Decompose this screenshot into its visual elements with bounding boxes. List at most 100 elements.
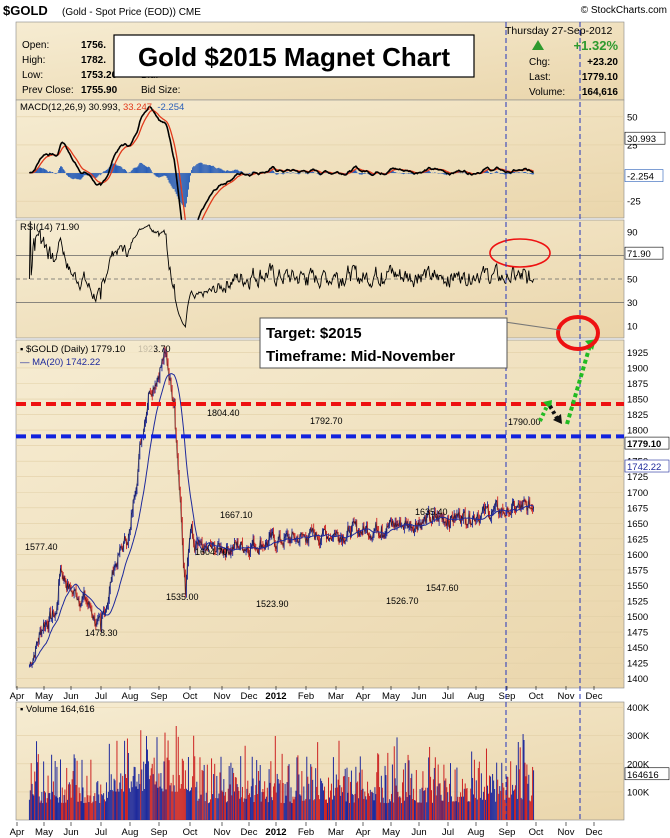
x-axis-label: Jul (95, 691, 107, 702)
callout-pointer (504, 321, 561, 331)
x-axis-label: Apr (10, 827, 25, 838)
x-axis-label: Sep (151, 827, 168, 838)
stat-value: +23.20 (587, 57, 618, 68)
price-tick-label: 1575 (627, 565, 648, 576)
volume-legend: ▪ Volume 164,616 (20, 704, 95, 715)
price-current-tag (624, 436, 670, 450)
price-annotation: 1526.70 (386, 596, 419, 606)
macd-current-label: 30.993 (627, 134, 656, 145)
rsi-line (28, 221, 535, 329)
x-axis-label: May (35, 691, 53, 702)
rsi-highlight-circle (489, 238, 551, 268)
x-axis-label: 2012 (265, 827, 286, 838)
stat-label: Prev Close: (22, 85, 74, 96)
stat-value: 1779.10 (582, 72, 619, 83)
volume-tick-label: 400K (627, 703, 650, 714)
x-axis-label: Jun (411, 827, 426, 838)
price-legend-bg (19, 343, 154, 367)
volume-bars (28, 725, 535, 820)
price-tick-label: 1600 (627, 550, 648, 561)
price-annotation: 1547.60 (426, 583, 459, 593)
stat-value: 1756. (81, 40, 106, 51)
x-axis-label: Dec (241, 827, 258, 838)
ma20-line (28, 373, 534, 667)
stat-value: 164,616 (582, 87, 619, 98)
price-tick-label: 1825 (627, 410, 648, 421)
x-axis-label: Jun (63, 827, 78, 838)
date-line: Thursday 27-Sep-2012 (505, 25, 613, 37)
hist-legend-value: -2.254 (157, 102, 184, 113)
rsi-current-tag (624, 246, 664, 260)
macd-tick-label: 25 (627, 140, 638, 151)
price-annotation: 1923.70 (138, 344, 171, 354)
x-axis-label: Aug (122, 827, 139, 838)
stat-label: Last: (529, 72, 551, 83)
volume-tick-label: 200K (627, 759, 650, 770)
change-percent: +1.32% (574, 38, 619, 53)
x-axis-label: Sep (499, 827, 516, 838)
rsi-tick-label: 90 (627, 227, 638, 238)
x-axis-label: Jul (442, 691, 454, 702)
macd-tick-label: 50 (627, 112, 638, 123)
x-axis-label: Feb (298, 827, 314, 838)
headline-text: Gold $2015 Magnet Chart (138, 42, 450, 72)
price-current-label: 1779.10 (627, 439, 661, 450)
price-annotation: 1792.70 (310, 416, 343, 426)
target-circle (556, 315, 600, 351)
price-annotation: 1667.10 (220, 510, 253, 520)
x-axis-label: Feb (298, 691, 314, 702)
x-axis-label: May (35, 827, 53, 838)
stat-label: Bid Size: (141, 85, 180, 96)
x-axis-label: Jul (95, 827, 107, 838)
macd-legend: MACD(12,26,9) 30.993, 33.247, -2.254 (20, 102, 184, 113)
price-tick-label: 1800 (627, 426, 648, 437)
volume-tick-label: 300K (627, 731, 650, 742)
rsi-tick-label: 30 (627, 298, 638, 309)
price-tick-label: 1550 (627, 581, 648, 592)
hist-current-tag (624, 169, 664, 182)
price-tick-label: 1475 (627, 628, 648, 639)
x-axis-label: Oct (183, 827, 198, 838)
volume-current-tag (624, 767, 670, 781)
x-axis-label: Apr (356, 827, 371, 838)
price-annotation: 1523.90 (256, 599, 289, 609)
macd-legend-value: 30.993, (89, 102, 123, 113)
macd-tick-label: -25 (627, 197, 641, 208)
x-axis-label: Apr (10, 691, 25, 702)
signal-legend-value: 33.247, (123, 102, 157, 113)
callout-timeframe: Timeframe: Mid-November (266, 348, 455, 365)
x-axis-label: Oct (529, 827, 544, 838)
price-tick-label: 1700 (627, 488, 648, 499)
x-axis-label: Jul (442, 827, 454, 838)
x-axis-label: Oct (529, 691, 544, 702)
price-tick-label: 1525 (627, 597, 648, 608)
hist-current-label: -2.254 (627, 172, 654, 183)
ma-current-tag (624, 459, 670, 473)
x-axis-label: May (382, 691, 400, 702)
credit-text: © StockCharts.com (581, 5, 667, 16)
macd-panel-bg (15, 99, 625, 219)
price-legend: ▪ $GOLD (Daily) 1779.10 (20, 344, 125, 355)
price-annotation: 1535.00 (166, 592, 199, 602)
x-axis-label: Jun (411, 691, 426, 702)
price-tick-label: 1875 (627, 379, 648, 390)
price-tick-label: 1450 (627, 643, 648, 654)
stat-label: High: (22, 55, 45, 66)
price-tick-label: 1625 (627, 534, 648, 545)
price-tick-label: 1725 (627, 472, 648, 483)
stat-value: 1755.90 (81, 85, 118, 96)
price-annotation: 1804.40 (207, 408, 240, 418)
volume-current-label: 164616 (627, 770, 659, 781)
price-annotation: 1478.30 (85, 628, 118, 638)
ma-legend: — MA(20) 1742.22 (20, 357, 100, 368)
callout-target: Target: $2015 (266, 325, 362, 342)
macd-current-tag (624, 131, 666, 145)
rsi-current-label: 71.90 (627, 249, 651, 260)
x-axis-label: Aug (122, 691, 139, 702)
stat-value: 1782. (81, 55, 106, 66)
x-axis-label: Nov (214, 827, 231, 838)
rsi-tick-label: 50 (627, 275, 638, 286)
price-tick-label: 1500 (627, 612, 648, 623)
price-annotation: 1577.40 (25, 542, 58, 552)
